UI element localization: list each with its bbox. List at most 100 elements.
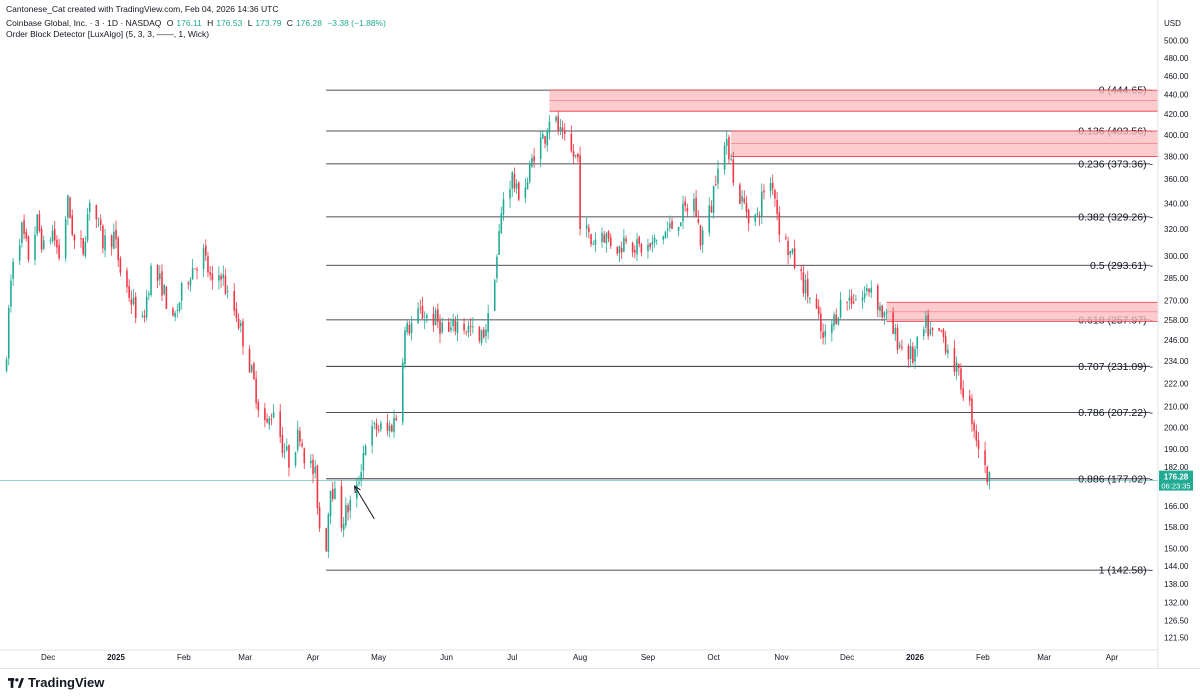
candle-down bbox=[968, 389, 971, 407]
candle-down bbox=[161, 264, 163, 302]
tradingview-logo-icon bbox=[8, 677, 24, 688]
time-tick-label: Apr bbox=[1106, 653, 1119, 662]
currency-label: USD bbox=[1164, 19, 1181, 28]
candle-up bbox=[423, 311, 426, 330]
candle-body bbox=[831, 324, 833, 333]
candle-up bbox=[754, 213, 757, 227]
fib-level-label: 0.236 (373.36) - bbox=[1078, 158, 1153, 170]
candle-body bbox=[264, 408, 266, 421]
candle-body bbox=[134, 296, 137, 318]
time-tick-label: 2025 bbox=[107, 653, 125, 662]
candle-body bbox=[528, 164, 531, 182]
candle-body bbox=[636, 239, 638, 255]
candle-body bbox=[785, 237, 787, 239]
candle-body bbox=[914, 349, 916, 362]
time-axis[interactable]: Dec 2025 Feb Mar Apr May Jun Jul Aug Sep Oct Nov Dec… bbox=[0, 649, 1158, 662]
candle-up bbox=[653, 234, 656, 248]
tradingview-logo[interactable]: TradingView bbox=[8, 675, 104, 690]
candle-up bbox=[34, 226, 36, 266]
candle-body bbox=[296, 429, 299, 451]
candle-up bbox=[677, 226, 680, 237]
candle-body bbox=[314, 466, 317, 473]
candle-body bbox=[34, 234, 36, 261]
candle-body bbox=[787, 240, 789, 256]
candle-body bbox=[942, 329, 945, 338]
candle-up bbox=[250, 363, 253, 374]
candle-body bbox=[40, 228, 43, 250]
candle-up bbox=[824, 324, 827, 345]
candle-body bbox=[907, 345, 910, 360]
candle-body bbox=[233, 291, 236, 311]
indicator-legend[interactable]: Order Block Detector [LuxAlgo] (5, 3, 3,… bbox=[6, 29, 212, 39]
candle-body bbox=[669, 223, 671, 229]
price-tick-label: 400.00 bbox=[1164, 131, 1189, 140]
candle-body bbox=[850, 296, 853, 305]
candle-up bbox=[21, 221, 23, 248]
annotation-arrow[interactable] bbox=[354, 485, 375, 520]
candle-down bbox=[739, 182, 741, 205]
candle-down bbox=[340, 479, 343, 532]
candle-up bbox=[42, 235, 45, 251]
candle-up bbox=[502, 192, 505, 221]
candle-body bbox=[58, 245, 60, 259]
candle-body bbox=[896, 327, 899, 350]
candle-body bbox=[763, 190, 765, 193]
candle-body bbox=[960, 368, 962, 390]
candle-down bbox=[975, 424, 978, 447]
fib-level-label: 1 (142.58) - bbox=[1099, 565, 1154, 577]
candle-up bbox=[833, 311, 835, 331]
candle-down bbox=[318, 502, 321, 532]
candle-body bbox=[912, 346, 914, 363]
candle-body bbox=[288, 445, 290, 468]
candle-body bbox=[947, 349, 949, 354]
candle-down bbox=[224, 268, 227, 295]
candle-up bbox=[879, 301, 881, 318]
candle-body bbox=[986, 466, 989, 483]
candle-down bbox=[454, 316, 457, 336]
candle-up bbox=[180, 281, 183, 310]
candle-body bbox=[588, 227, 590, 233]
candle-body bbox=[88, 202, 91, 213]
candle-body bbox=[196, 269, 198, 271]
candle-down bbox=[671, 217, 673, 230]
candle-body bbox=[222, 274, 225, 279]
candle-down bbox=[588, 224, 590, 239]
candle-down bbox=[102, 223, 104, 254]
candle-body bbox=[548, 121, 551, 133]
candle-up bbox=[618, 245, 621, 262]
candle-up bbox=[585, 216, 588, 238]
candle-down bbox=[973, 419, 975, 439]
candle-body bbox=[331, 488, 334, 499]
candle-down bbox=[115, 220, 117, 249]
time-tick-label: Apr bbox=[307, 653, 320, 662]
candle-body bbox=[7, 307, 10, 359]
candle-down bbox=[255, 370, 257, 409]
candle-body bbox=[391, 425, 393, 432]
candle-up bbox=[605, 231, 608, 253]
candle-body bbox=[927, 314, 929, 337]
candle-body bbox=[592, 244, 595, 245]
candle-down bbox=[82, 237, 84, 257]
open-label: O bbox=[166, 18, 174, 28]
candle-body bbox=[671, 221, 673, 229]
candle-body bbox=[82, 238, 84, 254]
candle-body bbox=[349, 500, 352, 511]
candle-up bbox=[498, 223, 500, 256]
time-tick-label: 2026 bbox=[906, 653, 924, 662]
candle-down bbox=[747, 208, 750, 232]
candle-body bbox=[916, 336, 919, 349]
candle-body bbox=[71, 215, 74, 235]
candle-down bbox=[745, 195, 748, 219]
candle-up bbox=[239, 319, 242, 333]
candle-down bbox=[533, 147, 535, 168]
symbol-legend[interactable]: Coinbase Global, Inc. · 3 · 1D · NASDAQ … bbox=[6, 18, 389, 28]
candle-up bbox=[314, 460, 317, 479]
candle-up bbox=[327, 512, 330, 558]
candle-down bbox=[822, 323, 824, 345]
candle-body bbox=[909, 346, 912, 359]
candle-down bbox=[625, 235, 627, 245]
candle-body bbox=[971, 398, 973, 424]
price-axis[interactable]: USD 500.00 480.00 460.00 440.00 420.00 400.00 3… bbox=[1157, 0, 1200, 668]
candle-down bbox=[907, 343, 910, 368]
